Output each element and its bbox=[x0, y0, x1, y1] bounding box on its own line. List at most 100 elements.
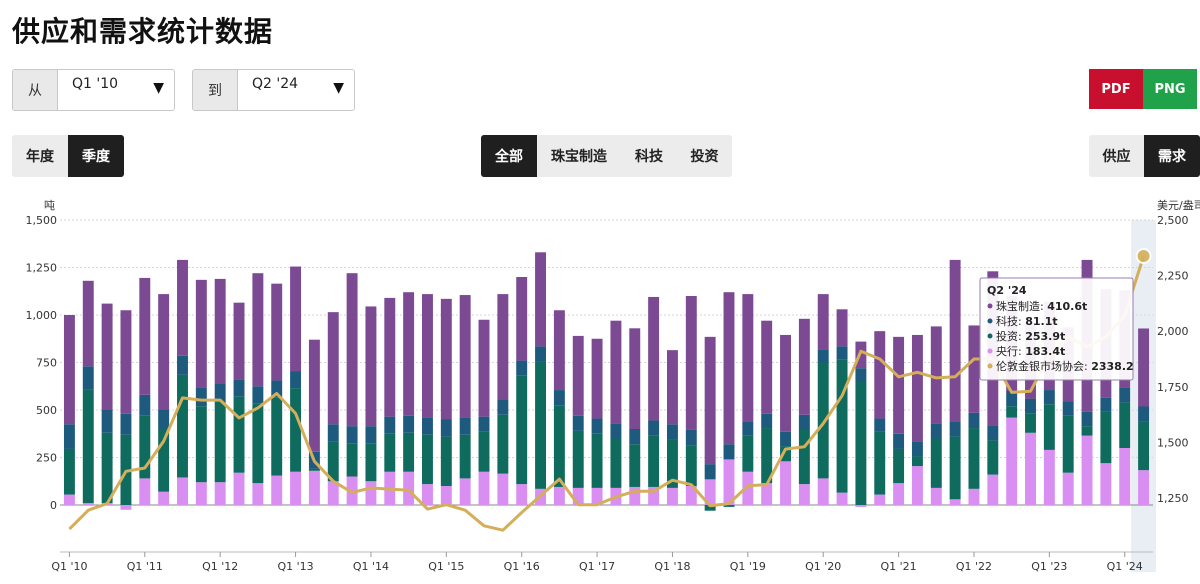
bar-investment[interactable] bbox=[214, 400, 226, 483]
bar-jewellery[interactable] bbox=[591, 338, 603, 419]
bar-investment[interactable] bbox=[893, 448, 905, 484]
bar-technology[interactable] bbox=[82, 366, 94, 390]
bar-central-banks[interactable] bbox=[930, 487, 942, 505]
bar-central-banks[interactable] bbox=[158, 491, 170, 505]
bar-technology[interactable] bbox=[252, 386, 264, 404]
bar-technology[interactable] bbox=[346, 426, 358, 444]
bar-investment[interactable] bbox=[817, 362, 829, 479]
bar-central-banks[interactable] bbox=[195, 482, 207, 505]
bar-investment[interactable] bbox=[195, 406, 207, 483]
bar-investment[interactable] bbox=[874, 431, 886, 495]
bar-investment[interactable] bbox=[968, 428, 980, 489]
bar-jewellery[interactable] bbox=[195, 279, 207, 388]
category-all-button[interactable]: 全部 bbox=[481, 135, 537, 177]
bar-central-banks[interactable] bbox=[666, 487, 678, 505]
bar-investment[interactable] bbox=[535, 361, 547, 489]
category-technology-button[interactable]: 科技 bbox=[635, 149, 663, 165]
bar-technology[interactable] bbox=[478, 416, 490, 432]
bar-technology[interactable] bbox=[158, 410, 170, 429]
bar-central-banks[interactable] bbox=[836, 492, 848, 505]
bar-investment[interactable] bbox=[1062, 415, 1074, 473]
bar-technology[interactable] bbox=[365, 426, 377, 444]
bar-jewellery[interactable] bbox=[365, 306, 377, 427]
bar-central-banks[interactable] bbox=[327, 481, 339, 505]
bar-central-banks[interactable] bbox=[761, 483, 773, 505]
bar-central-banks[interactable] bbox=[365, 481, 377, 505]
bar-investment[interactable] bbox=[497, 414, 509, 474]
bar-jewellery[interactable] bbox=[817, 294, 829, 350]
bar-jewellery[interactable] bbox=[685, 296, 697, 430]
bar-jewellery[interactable] bbox=[553, 310, 565, 391]
bar-central-banks[interactable] bbox=[1081, 435, 1093, 505]
price-point-marker[interactable] bbox=[1135, 247, 1152, 264]
bar-jewellery[interactable] bbox=[911, 334, 923, 442]
bar-central-banks[interactable] bbox=[1100, 463, 1112, 505]
bar-technology[interactable] bbox=[535, 346, 547, 362]
bar-central-banks[interactable] bbox=[987, 474, 999, 505]
bar-jewellery[interactable] bbox=[271, 283, 283, 381]
bar-technology[interactable] bbox=[572, 415, 584, 431]
bar-technology[interactable] bbox=[610, 423, 622, 439]
bar-investment[interactable] bbox=[761, 428, 773, 484]
bar-investment[interactable] bbox=[798, 429, 810, 485]
bar-jewellery[interactable] bbox=[139, 277, 151, 395]
bar-central-banks[interactable] bbox=[63, 494, 75, 505]
bar-investment[interactable] bbox=[742, 435, 754, 472]
bar-technology[interactable] bbox=[195, 387, 207, 407]
period-annual-button[interactable]: 年度 bbox=[26, 149, 54, 165]
bar-technology[interactable] bbox=[1043, 390, 1055, 405]
bar-central-banks[interactable] bbox=[1006, 417, 1018, 505]
bar-central-banks[interactable] bbox=[252, 483, 264, 505]
bar-investment[interactable] bbox=[82, 389, 94, 504]
bar-technology[interactable] bbox=[874, 418, 886, 432]
bar-investment[interactable] bbox=[1100, 411, 1112, 464]
bar-investment[interactable] bbox=[158, 429, 170, 492]
bar-central-banks[interactable] bbox=[478, 471, 490, 505]
bar-jewellery[interactable] bbox=[346, 273, 358, 427]
bar-central-banks[interactable] bbox=[704, 479, 716, 505]
bar-central-banks[interactable] bbox=[290, 471, 302, 505]
bar-investment[interactable] bbox=[648, 435, 660, 487]
bar-investment[interactable] bbox=[384, 433, 396, 472]
bar-investment[interactable] bbox=[478, 431, 490, 472]
bar-jewellery[interactable] bbox=[497, 294, 509, 400]
bar-technology[interactable] bbox=[101, 410, 113, 433]
bar-technology[interactable] bbox=[798, 414, 810, 429]
bar-investment[interactable] bbox=[252, 403, 264, 484]
bar-technology[interactable] bbox=[1119, 387, 1131, 403]
bar-central-banks[interactable] bbox=[798, 484, 810, 505]
bar-investment[interactable] bbox=[346, 443, 358, 477]
bar-central-banks[interactable] bbox=[233, 472, 245, 505]
bar-jewellery[interactable] bbox=[290, 266, 302, 372]
bar-investment[interactable] bbox=[1025, 413, 1036, 433]
bar-technology[interactable] bbox=[271, 380, 283, 398]
bar-central-banks[interactable] bbox=[911, 466, 923, 505]
bar-investment[interactable] bbox=[440, 436, 452, 486]
bar-central-banks[interactable] bbox=[459, 478, 471, 505]
bar-jewellery[interactable] bbox=[798, 318, 810, 415]
bar-central-banks[interactable] bbox=[82, 503, 94, 505]
bar-jewellery[interactable] bbox=[535, 252, 547, 347]
bar-investment[interactable] bbox=[365, 443, 377, 482]
bar-technology[interactable] bbox=[1006, 391, 1018, 407]
bar-technology[interactable] bbox=[836, 346, 848, 360]
bar-central-banks[interactable] bbox=[139, 478, 151, 505]
bar-central-banks[interactable] bbox=[817, 478, 829, 505]
bar-jewellery[interactable] bbox=[666, 350, 678, 425]
bar-jewellery[interactable] bbox=[968, 325, 980, 413]
bar-technology[interactable] bbox=[930, 423, 942, 439]
bar-central-banks[interactable] bbox=[855, 505, 867, 507]
bar-technology[interactable] bbox=[1100, 397, 1112, 412]
bar-technology[interactable] bbox=[290, 371, 302, 389]
bar-jewellery[interactable] bbox=[629, 328, 641, 429]
bar-jewellery[interactable] bbox=[63, 315, 75, 425]
bar-investment[interactable] bbox=[591, 433, 603, 488]
export-png-button[interactable]: PNG bbox=[1143, 69, 1197, 109]
bar-technology[interactable] bbox=[139, 394, 151, 416]
bar-jewellery[interactable] bbox=[723, 292, 735, 445]
bar-investment[interactable] bbox=[63, 448, 75, 495]
bar-jewellery[interactable] bbox=[384, 297, 396, 417]
bar-jewellery[interactable] bbox=[610, 320, 622, 424]
bar-central-banks[interactable] bbox=[629, 486, 641, 505]
bar-jewellery[interactable] bbox=[308, 339, 320, 452]
